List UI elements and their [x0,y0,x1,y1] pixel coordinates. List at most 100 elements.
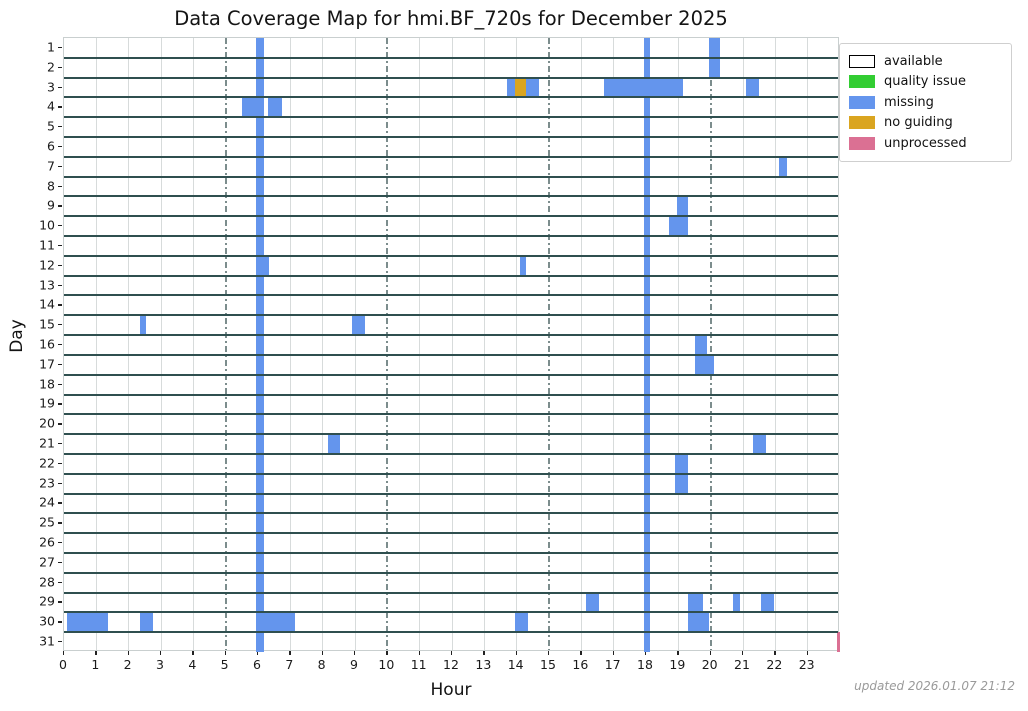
x-tick [612,651,614,655]
x-tick [321,651,323,655]
legend-item-label: missing [884,94,934,110]
x-tick [386,651,388,655]
mark-missing [675,473,689,494]
y-tick [58,344,62,346]
x-tick [192,651,194,655]
mark-missing [351,315,365,336]
x-tick [354,651,356,655]
y-tick [58,542,62,544]
day-separator-line [64,235,838,238]
y-tick [58,165,62,168]
x-tick-label: 15 [540,657,556,672]
legend-swatch [849,116,875,130]
minor-gridline [580,38,582,650]
mark-missing [67,612,108,633]
x-tick-label: 6 [253,657,261,672]
x-tick [483,651,485,655]
x-tick [63,651,65,655]
y-tick [58,423,62,425]
day-separator-line [64,551,838,554]
legend-item: unprocessed [849,133,1002,154]
y-tick [58,621,62,623]
day-separator-line [64,76,838,79]
x-tick-label: 13 [475,657,492,672]
y-tick-label: 6 [47,138,55,154]
y-tick-label: 16 [39,336,55,352]
x-tick-label: 3 [156,657,164,672]
x-tick [95,651,97,655]
day-separator-line [64,353,838,356]
y-tick [58,304,62,306]
y-tick [58,185,62,187]
y-tick-label: 15 [39,316,55,332]
mark-missing [255,38,265,652]
day-separator-line [64,492,838,495]
y-tick [58,126,62,128]
y-tick-label: 18 [39,376,55,392]
y-tick [58,581,62,583]
chart-title: Data Coverage Map for hmi.BF_720s for De… [174,7,728,30]
y-tick-label: 1 [47,39,55,55]
mark-missing [709,38,721,58]
y-tick [58,244,62,247]
y-tick [58,264,62,267]
mark-missing [327,434,341,454]
mark-missing [267,97,283,118]
day-separator-line [64,393,838,396]
minor-gridline [807,38,809,650]
y-tick-label: 7 [47,158,55,174]
y-tick [58,363,62,366]
legend-item: available [849,51,1002,72]
x-tick-label: 18 [637,657,653,672]
mark-missing [760,592,774,613]
day-separator-line [64,254,838,257]
y-tick-label: 8 [47,178,55,194]
y-tick-label: 24 [39,494,55,510]
y-tick-label: 11 [39,237,55,253]
mark-missing [519,255,527,276]
plot-area [63,37,840,652]
day-separator-line [64,413,838,416]
minor-gridline [774,38,776,650]
mark-missing [603,77,684,98]
x-tick-label: 16 [572,657,589,672]
minor-gridline [483,38,485,650]
legend-item-label: no guiding [884,115,953,131]
minor-gridline [95,38,97,650]
major-gridline [548,38,550,650]
x-tick-label: 22 [766,657,783,672]
x-tick-label: 5 [220,657,229,672]
minor-gridline [128,38,130,650]
x-tick-label: 8 [317,657,326,672]
mark-missing [586,592,600,613]
y-tick-label: 29 [39,593,55,609]
x-tick-label: 23 [798,657,815,672]
x-tick-label: 4 [188,657,197,672]
day-separator-line [64,452,838,455]
day-separator-line [64,591,838,594]
y-tick-label: 19 [39,395,55,411]
x-tick-label: 9 [350,657,358,672]
y-tick-label: 30 [39,613,55,629]
updated-timestamp: updated 2026.01.07 21:12 [854,679,1015,693]
mark-missing [258,612,296,633]
y-tick [58,324,62,326]
y-tick-label: 9 [47,197,55,213]
y-tick-label: 3 [47,79,55,95]
x-tick-label: 20 [701,657,718,672]
mark-missing [676,196,689,217]
x-tick [451,651,453,655]
x-tick [742,651,744,655]
y-tick [58,145,62,148]
x-tick [806,651,808,655]
x-tick-label: 0 [59,657,67,672]
y-tick-label: 26 [39,534,55,550]
y-tick [58,443,62,445]
day-separator-line [64,195,838,198]
x-tick-label: 7 [285,657,294,672]
day-separator-line [64,155,838,158]
day-separator-line [64,274,838,277]
y-tick [58,205,62,207]
day-separator-line [64,294,838,297]
